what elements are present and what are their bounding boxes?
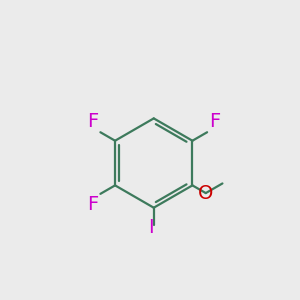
Text: I: I (148, 218, 154, 237)
Text: F: F (87, 112, 98, 131)
Text: F: F (87, 195, 98, 214)
Text: F: F (209, 112, 220, 131)
Text: O: O (198, 184, 214, 202)
